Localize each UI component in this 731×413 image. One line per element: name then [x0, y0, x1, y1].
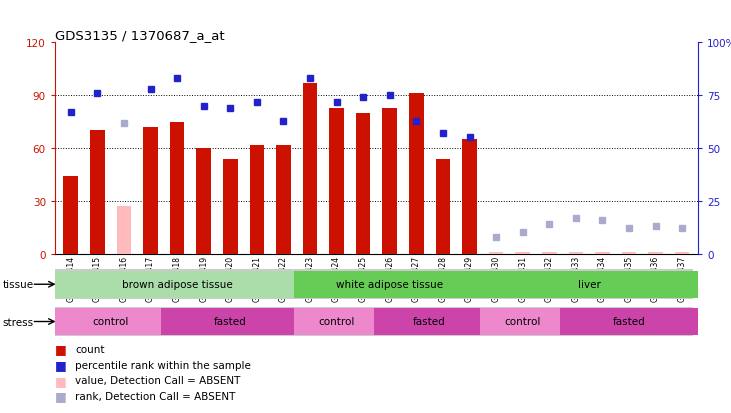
Bar — [675, 252, 689, 254]
Bar — [409, 94, 424, 254]
Bar — [374, 309, 485, 335]
Bar — [489, 252, 504, 254]
Text: fasted: fasted — [413, 316, 446, 326]
Text: fasted: fasted — [214, 316, 246, 326]
Text: ■: ■ — [55, 374, 67, 387]
Bar — [356, 114, 371, 254]
Bar — [55, 271, 300, 298]
Text: control: control — [92, 316, 129, 326]
Text: liver: liver — [577, 279, 601, 289]
Text: brown adipose tissue: brown adipose tissue — [122, 279, 232, 289]
Bar — [542, 252, 556, 254]
Bar — [90, 131, 105, 254]
Text: control: control — [504, 316, 541, 326]
Text: percentile rank within the sample: percentile rank within the sample — [75, 360, 251, 370]
Bar — [276, 145, 291, 254]
Text: value, Detection Call = ABSENT: value, Detection Call = ABSENT — [75, 375, 240, 385]
Bar — [436, 159, 450, 254]
Bar — [560, 309, 698, 335]
Text: fasted: fasted — [613, 316, 645, 326]
Text: stress: stress — [2, 317, 34, 327]
Bar — [329, 108, 344, 254]
Text: tissue: tissue — [2, 280, 34, 290]
Text: GDS3135 / 1370687_a_at: GDS3135 / 1370687_a_at — [55, 29, 224, 42]
Bar — [197, 149, 211, 254]
Bar — [294, 309, 379, 335]
Bar — [569, 252, 583, 254]
Bar — [55, 309, 167, 335]
Bar — [55, 254, 693, 313]
Bar — [480, 309, 565, 335]
Bar — [648, 252, 663, 254]
Text: white adipose tissue: white adipose tissue — [336, 279, 443, 289]
Bar — [249, 145, 264, 254]
Bar — [621, 252, 636, 254]
Text: rank, Detection Call = ABSENT: rank, Detection Call = ABSENT — [75, 391, 235, 401]
Bar — [161, 309, 300, 335]
Text: count: count — [75, 344, 105, 354]
Text: ■: ■ — [55, 342, 67, 356]
Bar — [515, 252, 530, 254]
Bar — [170, 122, 184, 254]
Text: control: control — [319, 316, 355, 326]
Text: ■: ■ — [55, 358, 67, 371]
Bar — [117, 206, 132, 254]
Bar — [64, 177, 78, 254]
Bar — [303, 84, 317, 254]
Bar — [294, 271, 485, 298]
Bar — [223, 159, 238, 254]
Bar — [462, 140, 477, 254]
Bar — [480, 271, 698, 298]
Bar — [382, 108, 397, 254]
Bar — [143, 128, 158, 254]
Text: ■: ■ — [55, 389, 67, 403]
Bar — [595, 252, 610, 254]
